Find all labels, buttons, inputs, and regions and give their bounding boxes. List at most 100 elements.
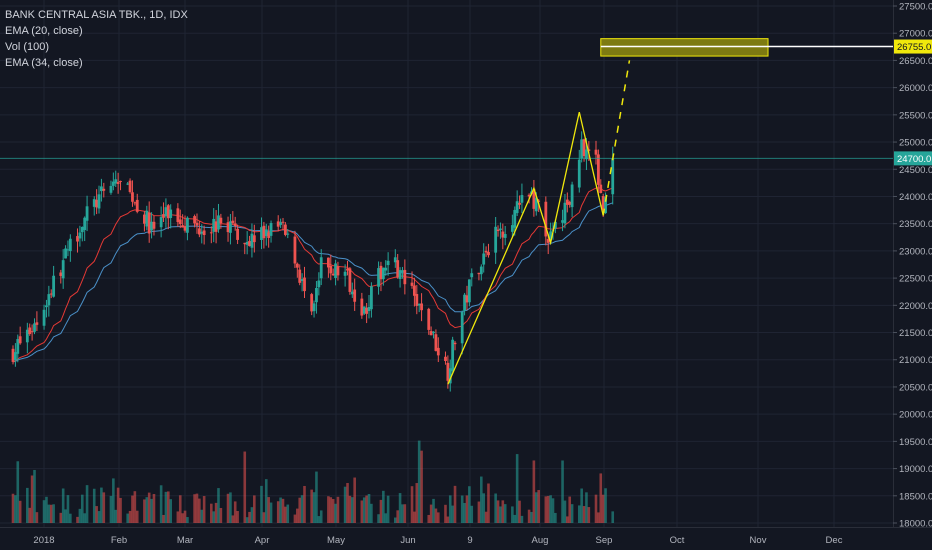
legend-ema20[interactable]: EMA (20, close) [5,25,83,37]
volume-bar [26,487,29,523]
volume-bar [477,501,481,523]
candle-body [513,209,517,228]
candle-body [119,180,122,182]
time-tick-label: Dec [826,535,843,546]
candle-body [534,197,538,212]
volume-bar [176,511,180,523]
volume-bar [159,485,163,523]
candle-body [585,149,588,160]
candle-body [470,273,474,278]
candle-body [85,206,89,221]
candle-body [604,197,607,214]
volume-bar [293,514,297,523]
ema34-line [12,202,613,363]
candle-body [42,309,46,326]
volume-bar [85,485,89,523]
candle-body [487,251,490,256]
candle-body [68,238,72,252]
time-tick-label: Mar [177,535,193,546]
candle-body [92,199,96,207]
volume-bar [210,503,213,523]
projection-line[interactable] [602,60,631,216]
last-price-label: 24700.0 [897,154,931,165]
candle-body [460,311,464,344]
pattern-zigzag[interactable] [447,111,604,385]
candle-body [346,268,349,271]
last-price-badge[interactable] [894,151,932,166]
volume-bar [310,489,313,523]
volume-bar [432,498,435,523]
volume-bar [236,511,239,523]
volume-bar [427,514,431,523]
candle-body [45,305,48,308]
volume-bar [317,516,321,523]
candle-body [448,368,452,384]
volume-bar [150,498,153,523]
target-price-badge[interactable] [894,39,932,54]
candle-body [568,201,572,205]
volume-bar [437,512,440,523]
price-tick-label: 19500.0 [899,437,932,448]
volume-bar [353,477,356,523]
candle-body [131,192,134,202]
target-zone-box[interactable] [600,38,769,57]
candle-body [518,202,521,205]
volume-bar [401,504,404,523]
volume-bar [18,500,22,523]
candle-body [496,229,500,232]
volume-bar [92,488,96,523]
volume-bar [480,476,483,523]
volume-bar [468,486,471,523]
candle-body [611,158,615,195]
volume-bar [78,508,82,523]
candle-body [463,294,466,311]
time-tick-label: May [327,535,345,546]
volume-bar [202,496,206,523]
candle-body [109,185,113,193]
volume-bar [181,513,184,523]
volume-bar [546,495,550,523]
volume-bar [260,485,263,523]
candle-body [80,226,84,233]
candle-body [102,188,106,191]
candle-body [143,214,146,224]
candle-body [229,221,232,233]
candle-body [83,217,87,231]
candle-body [465,295,469,303]
legend-ema34[interactable]: EMA (34, close) [5,57,83,69]
volume-bar [30,475,34,523]
volume-bar [513,514,517,523]
candle-body [13,352,17,361]
candle-body [236,228,239,240]
candle-body [300,279,304,281]
legend-symbol-title[interactable]: BANK CENTRAL ASIA TBK., 1D, IDX [5,9,188,21]
volume-bar [597,512,600,523]
candle-body [178,219,182,225]
volume-bar [33,469,36,523]
volume-bar [267,497,270,523]
candle-body [510,225,514,232]
candle-body [252,235,256,243]
target-price-label: 26755.0 [897,42,931,53]
candle-body [563,202,567,224]
candle-body [267,232,271,238]
volume-bar [527,509,531,523]
volume-bar [231,515,235,523]
price-tick-label: 26500.0 [899,56,932,67]
candle-body [164,207,168,217]
candle-body [200,231,204,234]
candle-body [427,308,431,330]
candle-body [501,231,505,238]
legend-volume[interactable]: Vol (100) [5,41,50,53]
volume-bar [128,510,132,523]
volume-bar [503,504,507,523]
candle-body [544,201,548,237]
price-tick-label: 24500.0 [899,165,932,176]
volume-bar [131,495,134,523]
candle-body [532,188,536,209]
price-tick-label: 21500.0 [899,328,932,339]
candle-body [169,209,173,218]
candle-body [317,280,321,288]
